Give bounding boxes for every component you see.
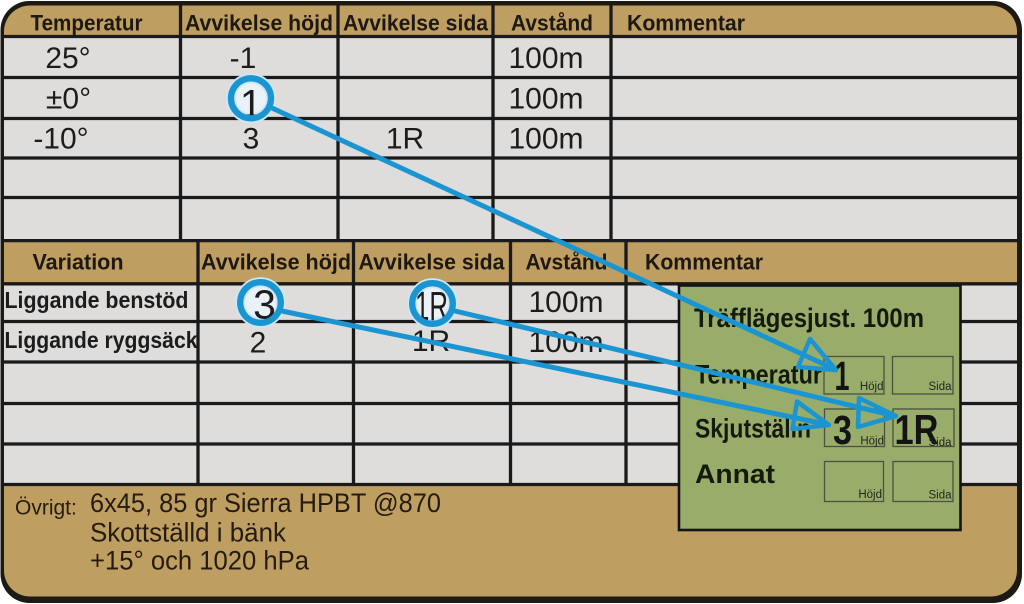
svg-text:100m: 100m [508, 42, 583, 75]
svg-text:±0°: ±0° [46, 83, 91, 116]
svg-text:100m: 100m [528, 286, 603, 319]
svg-text:Avstånd: Avstånd [526, 250, 608, 275]
svg-text:3: 3 [243, 123, 260, 156]
svg-text:25°: 25° [45, 42, 90, 75]
svg-text:Kommentar: Kommentar [645, 250, 763, 275]
svg-text:-1: -1 [230, 42, 257, 75]
svg-text:Avvikelse sida: Avvikelse sida [343, 11, 489, 36]
svg-text:Övrigt:: Övrigt: [15, 497, 77, 520]
svg-text:-10°: -10° [33, 123, 88, 156]
svg-text:1R: 1R [386, 123, 424, 156]
svg-text:3: 3 [833, 407, 852, 453]
svg-text:Sida: Sida [928, 490, 952, 502]
svg-text:Temperatur: Temperatur [31, 11, 143, 36]
svg-text:1: 1 [835, 353, 850, 399]
svg-text:Höjd: Höjd [860, 381, 884, 393]
svg-text:3: 3 [253, 282, 276, 328]
svg-text:100m: 100m [508, 123, 583, 156]
svg-text:Höjd: Höjd [860, 436, 884, 448]
svg-text:Kommentar: Kommentar [627, 11, 745, 36]
svg-text:Annat: Annat [695, 459, 775, 489]
svg-text:Avvikelse höjd: Avvikelse höjd [185, 11, 333, 36]
svg-text:6x45, 85 gr Sierra HPBT @870: 6x45, 85 gr Sierra HPBT @870 [90, 488, 441, 518]
svg-text:Avvikelse sida: Avvikelse sida [359, 250, 506, 275]
svg-text:2: 2 [250, 327, 267, 360]
svg-text:Liggande benstöd: Liggande benstöd [5, 287, 189, 313]
svg-text:Skottställd i bänk: Skottställd i bänk [90, 518, 287, 548]
svg-text:Sida: Sida [928, 381, 952, 393]
svg-text:Höjd: Höjd [858, 489, 882, 501]
svg-text:Avstånd: Avstånd [511, 11, 593, 36]
svg-text:Sida: Sida [928, 437, 952, 449]
svg-text:+15° och 1020 hPa: +15° och 1020 hPa [90, 546, 309, 576]
svg-text:100m: 100m [508, 83, 583, 116]
svg-text:Variation: Variation [33, 250, 124, 275]
svg-text:1R: 1R [895, 406, 939, 453]
svg-text:Avvikelse höjd: Avvikelse höjd [201, 250, 351, 275]
svg-text:Träfflägesjust. 100m: Träfflägesjust. 100m [694, 303, 924, 333]
svg-text:Liggande ryggsäck: Liggande ryggsäck [5, 327, 198, 353]
